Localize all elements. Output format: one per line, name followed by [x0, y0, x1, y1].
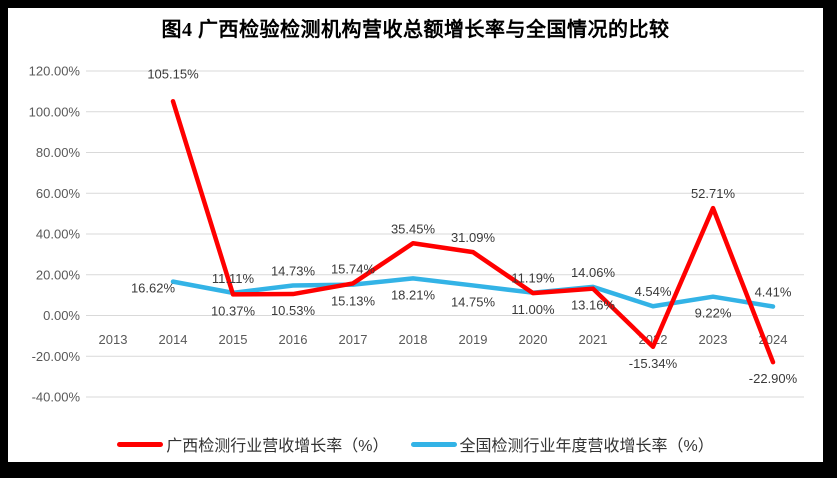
data-label-national-2015: 11.11% [212, 271, 255, 286]
y-tick-label: 120.00% [29, 64, 81, 79]
data-label-national-2017: 15.13% [331, 294, 376, 309]
y-tick-label: 100.00% [29, 104, 81, 119]
x-tick-label: 2021 [579, 332, 608, 347]
y-tick-label: 40.00% [36, 227, 81, 242]
data-label-guangxi-2018: 35.45% [391, 221, 436, 236]
x-tick-label: 2016 [279, 332, 308, 347]
data-label-national-2021: 14.06% [571, 265, 616, 280]
y-tick-label: 20.00% [36, 267, 81, 282]
data-label-guangxi-2014: 105.15% [147, 66, 199, 81]
chart-card: 图4 广西检验检测机构营收总额增长率与全国情况的比较 120.00% 100.00… [8, 8, 823, 462]
legend-swatch-national-line [410, 441, 457, 447]
data-label-national-2016: 14.73% [271, 263, 316, 278]
chart-title: 图4 广西检验检测机构营收总额增长率与全国情况的比较 [161, 19, 670, 41]
data-label-national-2014: 16.62% [131, 281, 176, 296]
data-label-national-2023: 9.22% [695, 306, 732, 321]
legend-item-national: 全国检测行业年度营收增长率（%） [410, 432, 714, 456]
y-tick-label: 80.00% [36, 145, 81, 160]
plot-area: 120.00% 100.00% 80.00% 60.00% 40.00% 20.00% 0.… [29, 64, 804, 405]
legend-label-national: 全国检测行业年度营收增长率（%） [459, 438, 714, 455]
data-label-guangxi-2022: -15.34% [629, 356, 678, 371]
data-label-national-2024: 4.41% [755, 285, 792, 300]
y-tick-label: 0.00% [43, 308, 80, 323]
chart-legend: 广西检测行业营收增长率（%） 全国检测行业年度营收增长率（%） [8, 432, 823, 456]
data-label-guangxi-2017: 15.74% [331, 261, 376, 276]
x-tick-label: 2023 [699, 332, 728, 347]
data-label-guangxi-2020: 11.00% [511, 302, 555, 317]
data-label-national-2019: 14.75% [451, 294, 496, 309]
data-label-national-2020: 11.19% [511, 271, 555, 286]
x-tick-label: 2017 [339, 332, 368, 347]
data-label-guangxi-2021: 13.16% [571, 298, 616, 313]
y-tick-label: -40.00% [32, 390, 81, 405]
data-label-guangxi-2016: 10.53% [271, 303, 316, 318]
data-label-guangxi-2019: 31.09% [451, 230, 496, 245]
data-label-guangxi-2024: -22.90% [749, 371, 798, 386]
data-label-guangxi-2023: 52.71% [691, 186, 736, 201]
x-tick-label: 2019 [459, 332, 488, 347]
legend-label-guangxi: 广西检测行业营收增长率（%） [166, 438, 389, 455]
x-tick-label: 2015 [219, 332, 248, 347]
data-label-guangxi-2015: 10.37% [211, 303, 256, 318]
data-label-national-2022: 4.54% [635, 284, 672, 299]
y-tick-label: 60.00% [36, 186, 81, 201]
x-tick-label: 2014 [159, 332, 188, 347]
series-line-guangxi [170, 99, 776, 365]
x-tick-label: 2020 [519, 332, 548, 347]
y-tick-label: -20.00% [32, 349, 81, 364]
x-tick-label: 2018 [399, 332, 428, 347]
x-tick-label: 2013 [99, 332, 128, 347]
data-label-national-2018: 18.21% [391, 287, 436, 302]
legend-swatch-guangxi-line [117, 441, 164, 447]
legend-item-guangxi: 广西检测行业营收增长率（%） [117, 432, 389, 456]
x-tick-label: 2022 [639, 332, 668, 347]
